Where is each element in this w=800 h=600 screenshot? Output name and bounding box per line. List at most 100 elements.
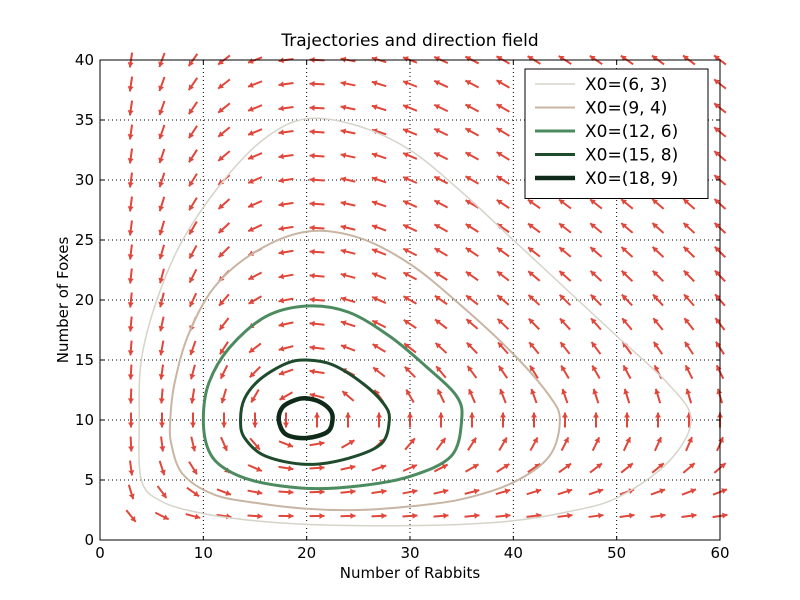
field-arrow [127, 100, 134, 116]
field-arrow-head [714, 198, 721, 205]
field-arrow [652, 317, 664, 331]
field-arrow-head [340, 176, 347, 183]
field-arrow-head [403, 272, 410, 278]
field-arrow-head [534, 463, 541, 470]
field-arrow [465, 318, 479, 330]
x-tick-label: 10 [194, 544, 213, 562]
field-arrow-head [590, 247, 597, 253]
field-arrow-head [340, 224, 347, 231]
field-arrow [371, 80, 387, 88]
field-arrow [127, 148, 134, 164]
field-arrow-head [127, 182, 134, 188]
field-arrow-head [559, 318, 566, 325]
field-arrow [371, 296, 387, 304]
field-arrow [403, 295, 417, 305]
field-arrow [220, 388, 228, 404]
field-arrow [217, 102, 231, 114]
field-arrow-head [158, 301, 165, 308]
field-arrow [495, 488, 511, 496]
field-arrow [402, 488, 418, 495]
field-arrow [159, 412, 165, 428]
field-arrow [562, 412, 568, 428]
field-arrow [187, 77, 199, 91]
field-arrow [278, 249, 294, 256]
field-arrow [309, 320, 325, 327]
field-arrow-head [653, 341, 660, 348]
field-arrow-head [189, 300, 195, 307]
field-arrow-head [287, 442, 293, 448]
field-arrow [531, 412, 537, 428]
series-line [138, 117, 692, 527]
field-arrow-head [498, 365, 505, 372]
field-arrow-head [592, 365, 598, 372]
field-arrow-head [256, 466, 262, 472]
field-arrow-head [309, 200, 315, 207]
y-tick-label: 15 [75, 351, 94, 369]
field-arrow [559, 341, 571, 355]
field-arrow-head [309, 104, 315, 111]
y-tick-label: 10 [75, 411, 94, 429]
field-arrow-head [340, 296, 347, 303]
field-arrow [433, 223, 449, 233]
field-arrow-head [340, 272, 347, 279]
field-arrow-head [252, 422, 258, 428]
field-arrow [250, 388, 260, 404]
field-arrow-head [350, 488, 356, 495]
field-arrow [340, 176, 356, 183]
field-arrow-head [629, 512, 635, 519]
field-arrow [402, 176, 418, 184]
field-arrow [402, 104, 418, 112]
field-arrow [651, 198, 665, 210]
field-arrow [309, 80, 325, 87]
field-arrow-head [714, 55, 720, 61]
field-arrow-head [411, 464, 417, 470]
field-arrow [464, 79, 480, 89]
field-arrow-head [127, 230, 134, 236]
field-arrow-head [721, 488, 727, 494]
field-arrow [404, 437, 416, 451]
field-arrow [158, 148, 166, 164]
field-arrow [158, 364, 165, 380]
field-arrow [128, 412, 134, 428]
field-arrow [219, 341, 229, 355]
field-arrow-head [496, 128, 503, 134]
field-arrow-head [381, 512, 387, 519]
field-arrow [465, 294, 479, 306]
field-arrow-head [158, 229, 165, 236]
field-arrow [402, 512, 418, 519]
field-arrow-head [715, 341, 722, 348]
field-arrow [433, 175, 449, 185]
field-arrow [402, 247, 418, 257]
field-arrow-head [278, 225, 284, 232]
field-arrow-head [496, 80, 503, 86]
field-arrow-head [218, 227, 225, 234]
field-arrow [340, 320, 356, 328]
field-arrow-head [465, 80, 472, 86]
field-arrow-head [371, 200, 378, 207]
field-arrow-head [248, 178, 254, 184]
field-arrow-head [714, 103, 720, 109]
field-arrow-head [627, 463, 633, 469]
field-arrow [593, 412, 599, 428]
field-arrow-head [403, 200, 409, 206]
field-arrow [590, 341, 602, 355]
x-tick-label: 0 [95, 544, 105, 562]
field-arrow-head [621, 246, 628, 253]
field-arrow [621, 317, 633, 331]
field-arrow-head [434, 200, 441, 206]
field-arrow [247, 152, 263, 160]
field-arrow-head [434, 248, 441, 254]
field-arrow [127, 76, 134, 92]
field-arrow [189, 364, 196, 380]
field-arrow-head [158, 253, 165, 260]
field-arrow-head [652, 294, 659, 301]
field-arrow-head [654, 388, 661, 395]
field-arrow-head [467, 365, 473, 372]
field-arrow [371, 152, 387, 160]
field-arrow-head [403, 248, 410, 254]
field-arrow [340, 152, 356, 159]
field-arrow [652, 341, 664, 355]
field-arrow-head [128, 422, 134, 428]
field-arrow-head [465, 56, 472, 62]
field-arrow-head [437, 389, 443, 396]
